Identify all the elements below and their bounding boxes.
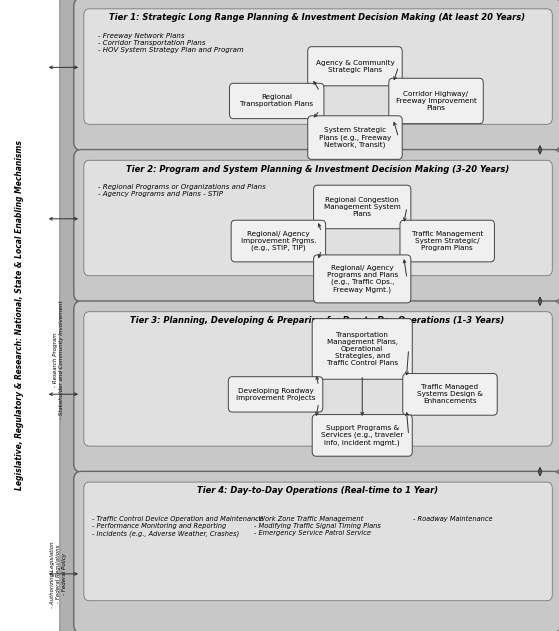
FancyBboxPatch shape [84, 9, 552, 124]
FancyBboxPatch shape [74, 0, 559, 150]
FancyBboxPatch shape [0, 0, 60, 631]
FancyBboxPatch shape [84, 160, 552, 276]
Text: - Traffic Control Device Operation and Maintenance
- Performance Monitoring and : - Traffic Control Device Operation and M… [92, 516, 263, 537]
FancyBboxPatch shape [74, 150, 559, 302]
FancyBboxPatch shape [314, 255, 411, 303]
Text: Legislative, Regulatory & Research: National, State & Local Enabling Mechanisms: Legislative, Regulatory & Research: Nati… [15, 141, 23, 490]
FancyBboxPatch shape [312, 319, 413, 379]
FancyBboxPatch shape [84, 312, 552, 446]
Text: - Regional Programs or Organizations and Plans
- Agency Programs and Plans - STI: - Regional Programs or Organizations and… [98, 184, 266, 198]
Text: Corridor Highway/
Freeway Improvement
Plans: Corridor Highway/ Freeway Improvement Pl… [396, 91, 476, 111]
Text: - Freeway Network Plans
- Corridor Transportation Plans
- HOV System Strategy Pl: - Freeway Network Plans - Corridor Trans… [98, 33, 244, 53]
Text: Agency & Community
Strategic Plans: Agency & Community Strategic Plans [316, 60, 394, 73]
Text: Traffic Managed
Systems Design &
Enhancements: Traffic Managed Systems Design & Enhance… [417, 384, 483, 404]
FancyBboxPatch shape [402, 374, 498, 415]
FancyBboxPatch shape [74, 301, 559, 472]
FancyBboxPatch shape [231, 220, 325, 262]
Text: Regional/ Agency
Programs and Plans
(e.g., Traffic Ops.,
Freeway Mgmt.): Regional/ Agency Programs and Plans (e.g… [326, 265, 398, 293]
FancyBboxPatch shape [312, 415, 413, 456]
FancyBboxPatch shape [0, 0, 82, 631]
Text: Tier 1: Strategic Long Range Planning & Investment Decision Making (At least 20 : Tier 1: Strategic Long Range Planning & … [110, 13, 525, 22]
Text: Tier 3: Planning, Developing & Preparing for Day-to-Day Operations (1-3 Years): Tier 3: Planning, Developing & Preparing… [130, 316, 505, 325]
FancyBboxPatch shape [84, 482, 552, 601]
FancyBboxPatch shape [228, 377, 323, 412]
Text: System Strategic
Plans (e.g., Freeway
Network, Transit): System Strategic Plans (e.g., Freeway Ne… [319, 127, 391, 148]
FancyBboxPatch shape [74, 471, 559, 631]
Text: - Work Zone Traffic Management
- Modifying Traffic Signal Timing Plans
- Emergen: - Work Zone Traffic Management - Modifyi… [254, 516, 381, 536]
Text: Tier 2: Program and System Planning & Investment Decision Making (3-20 Years): Tier 2: Program and System Planning & In… [126, 165, 509, 174]
FancyBboxPatch shape [314, 185, 411, 228]
FancyBboxPatch shape [229, 83, 324, 119]
Text: - Roadway Maintenance: - Roadway Maintenance [413, 516, 492, 522]
Text: Regional/ Agency
Improvement Prgms.
(e.g., STIP, TIP): Regional/ Agency Improvement Prgms. (e.g… [240, 231, 316, 251]
FancyBboxPatch shape [400, 220, 495, 262]
Text: Regional
Transportation Plans: Regional Transportation Plans [240, 95, 313, 107]
Text: Regional Congestion
Management System
Plans: Regional Congestion Management System Pl… [324, 197, 401, 217]
Text: Support Programs &
Services (e.g., traveler
info, incident mgmt.): Support Programs & Services (e.g., trave… [321, 425, 404, 446]
FancyBboxPatch shape [307, 116, 402, 159]
Text: Transportation
Management Plans,
Operational
Strategies, and
Traffic Control Pla: Transportation Management Plans, Operati… [326, 332, 398, 366]
Text: Tier 4: Day-to-Day Operations (Real-time to 1 Year): Tier 4: Day-to-Day Operations (Real-time… [197, 487, 438, 495]
FancyBboxPatch shape [389, 78, 483, 124]
Text: - Authorizing Legislation
- Federal Regulations
- Federal Policy: - Authorizing Legislation - Federal Regu… [50, 541, 67, 608]
FancyBboxPatch shape [307, 47, 402, 86]
Text: - Research Program
- Stakeholder and Community Involvement: - Research Program - Stakeholder and Com… [53, 300, 64, 419]
Text: Traffic Management
System Strategic/
Program Plans: Traffic Management System Strategic/ Pro… [411, 231, 483, 251]
Text: Developing Roadway
Improvement Projects: Developing Roadway Improvement Projects [236, 388, 315, 401]
